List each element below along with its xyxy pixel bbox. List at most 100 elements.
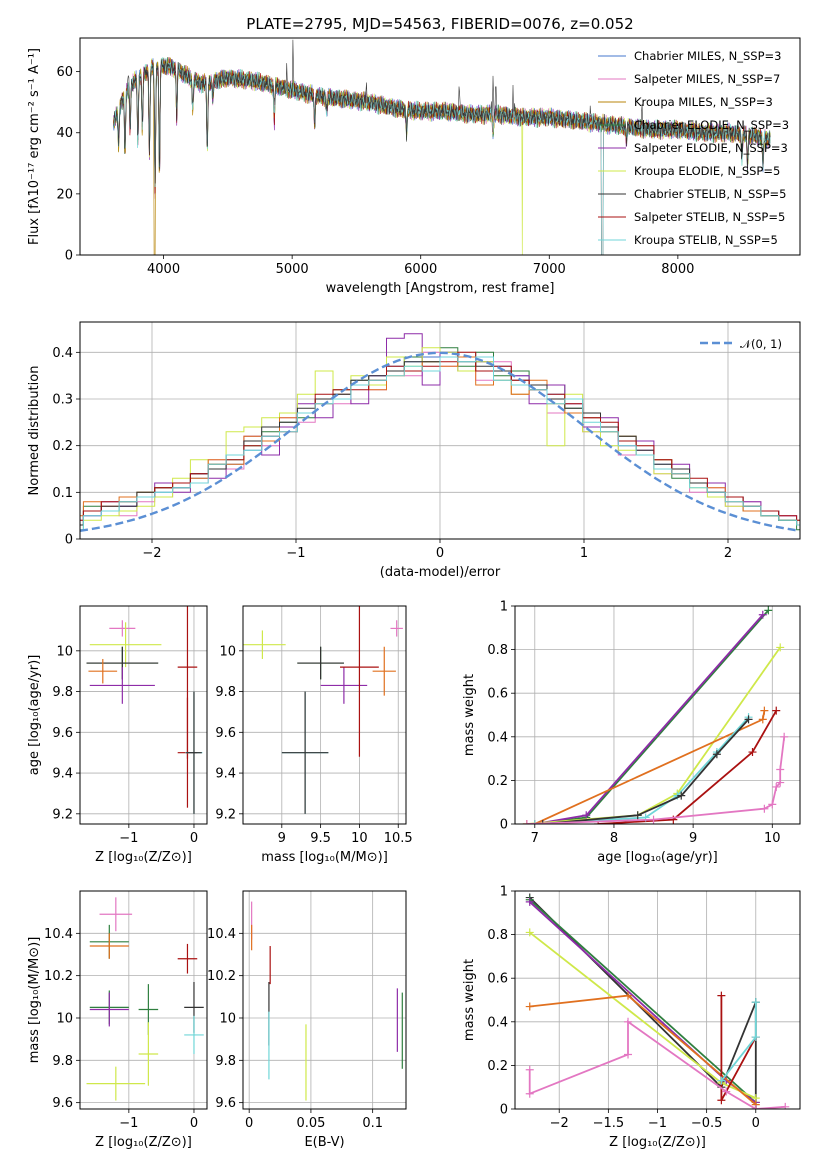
x-tick-label: 7000	[533, 262, 566, 277]
errorbar	[297, 646, 344, 680]
y-tick-label: 0.8	[487, 928, 508, 943]
data-point-marker	[633, 811, 642, 820]
errorbar	[89, 933, 129, 959]
data-point-marker	[677, 791, 686, 800]
x-tick-label: 0	[436, 546, 444, 561]
y-tick-label: 0	[500, 1103, 508, 1118]
y-axis-label: mass weight	[462, 674, 477, 756]
mass-weight-series	[526, 710, 766, 824]
errorbar	[281, 691, 329, 814]
y-tick-label: 0.2	[52, 439, 73, 454]
x-tick-label: 4000	[147, 262, 180, 277]
y-tick-label: 9.8	[215, 685, 236, 700]
y-tick-label: 10	[56, 644, 73, 659]
y-tick-label: 0.3	[52, 393, 73, 408]
errorbar	[86, 1066, 146, 1101]
plot-area	[515, 891, 800, 1109]
x-axis-label: wavelength [Angstrom, rest frame]	[326, 281, 555, 296]
data-point-marker	[758, 715, 767, 724]
errorbar	[184, 1015, 204, 1054]
x-tick-label: 9	[278, 831, 286, 846]
y-tick-label: 0.6	[487, 972, 508, 987]
x-tick-label: −1	[286, 546, 305, 561]
panel-5: −1 0 9.6 9.8 10 10.2 10.4 Z [log₁₀(Z/Z⊙)] mass […	[27, 890, 208, 1150]
x-tick-label: −1.5	[593, 1116, 625, 1131]
x-tick-label: −2	[142, 546, 161, 561]
panel-3: 9 9.5 10 10.5 9.2 9.4 9.6 9.8 10 mass [log₁₀(M/M⊙…	[215, 605, 413, 865]
data-point-marker	[776, 765, 785, 774]
errorbar	[390, 620, 403, 637]
y-tick-label: 9.2	[52, 807, 73, 822]
y-tick-label: 0.8	[487, 643, 508, 658]
y-tick-label: 9.8	[52, 685, 73, 700]
x-tick-label: 0	[752, 1116, 760, 1131]
legend-label: Kroupa MILES, N_SSP=3	[634, 95, 773, 109]
legend-label: Chabrier ELODIE, N_SSP=3	[634, 118, 789, 132]
x-axis-label: Z [log₁₀(Z/Z⊙)]	[609, 1135, 706, 1150]
y-tick-label: 9.8	[215, 1054, 236, 1069]
legend-label: Chabrier MILES, N_SSP=3	[634, 49, 781, 63]
y-axis-label: Normed distribution	[27, 366, 42, 496]
x-tick-label: −1	[119, 1116, 138, 1131]
errorbar	[88, 658, 118, 684]
axes-frame	[79, 37, 801, 256]
axes-frame	[79, 321, 801, 540]
x-tick-label: 9.5	[310, 831, 331, 846]
axes-frame	[79, 890, 208, 1110]
legend-label: Salpeter ELODIE, N_SSP=3	[634, 141, 788, 155]
data-point-marker	[717, 1076, 726, 1085]
axes-frame	[514, 890, 801, 1110]
mass-weight-series	[529, 899, 757, 1104]
x-axis-label: (data-model)/error	[380, 565, 501, 580]
x-tick-label: −0.5	[691, 1116, 723, 1131]
y-tick-label: 10.2	[44, 969, 73, 984]
y-tick-label: 20	[56, 187, 73, 202]
mass-weight-series	[529, 896, 757, 1109]
data-point-marker	[781, 1102, 790, 1109]
x-tick-label: 10.5	[384, 831, 413, 846]
x-tick-label: 0.05	[296, 1116, 325, 1131]
x-tick-label: 10	[351, 831, 368, 846]
y-tick-label: 9.8	[52, 1054, 73, 1069]
panel-7: −2 −1.5 −1 −0.5 0 0 0.2 0.4 0.6 0.8 1 Z [log₁₀(Z/Z⊙…	[462, 885, 801, 1150]
x-axis-label: E(B-V)	[304, 1135, 344, 1150]
errorbar	[320, 667, 368, 704]
plot-area	[515, 606, 800, 824]
data-point-marker	[712, 750, 721, 759]
x-tick-label: 0	[190, 1116, 198, 1131]
data-point-marker	[748, 748, 757, 757]
x-tick-label: 8	[610, 831, 618, 846]
x-tick-label: 10	[764, 831, 781, 846]
gaussian-curve	[80, 351, 800, 532]
y-tick-label: 60	[56, 65, 73, 80]
mass-weight-series	[526, 646, 781, 824]
data-point-marker	[764, 606, 773, 615]
legend-label: Kroupa STELIB, N_SSP=5	[634, 233, 778, 247]
data-point-marker	[717, 1096, 726, 1105]
x-tick-label: 7	[531, 831, 539, 846]
mass-weight-series	[534, 716, 750, 824]
legend-label: Kroupa ELODIE, N_SSP=5	[634, 164, 780, 178]
axes-frame	[242, 890, 407, 1110]
y-tick-label: 0	[500, 818, 508, 833]
y-axis-label: Flux [fλ10⁻¹⁷ erg cm⁻² s⁻¹ A⁻¹]	[27, 48, 42, 245]
y-tick-label: 0.6	[487, 687, 508, 702]
y-tick-label: 9.6	[215, 726, 236, 741]
y-tick-label: 10.4	[207, 927, 236, 942]
data-point-marker	[760, 706, 769, 715]
legend-label: Salpeter MILES, N_SSP=7	[634, 72, 780, 86]
plot-area	[243, 891, 406, 1109]
y-tick-label: 0.4	[487, 1015, 508, 1030]
plot-area	[80, 322, 800, 539]
panel-2: −1 0 9.2 9.4 9.6 9.8 10 Z [log₁₀(Z/Z⊙)] age [log…	[27, 605, 208, 865]
x-axis-label: mass [log₁₀(M/M⊙)]	[261, 850, 388, 865]
plot-area	[113, 39, 771, 255]
x-tick-label: 1	[580, 546, 588, 561]
y-tick-label: 0	[65, 249, 73, 264]
histogram-series	[80, 356, 800, 531]
y-axis-label: age [log₁₀(age/yr)]	[27, 655, 42, 776]
errorbar	[177, 943, 198, 974]
plot-area	[80, 891, 207, 1109]
y-tick-label: 9.2	[215, 807, 236, 822]
